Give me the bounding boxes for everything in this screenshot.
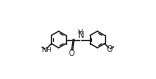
Text: NH: NH [41,47,51,53]
Text: H: H [78,29,83,35]
Text: O: O [69,49,74,58]
Text: O: O [107,45,112,54]
Text: N: N [77,31,83,40]
